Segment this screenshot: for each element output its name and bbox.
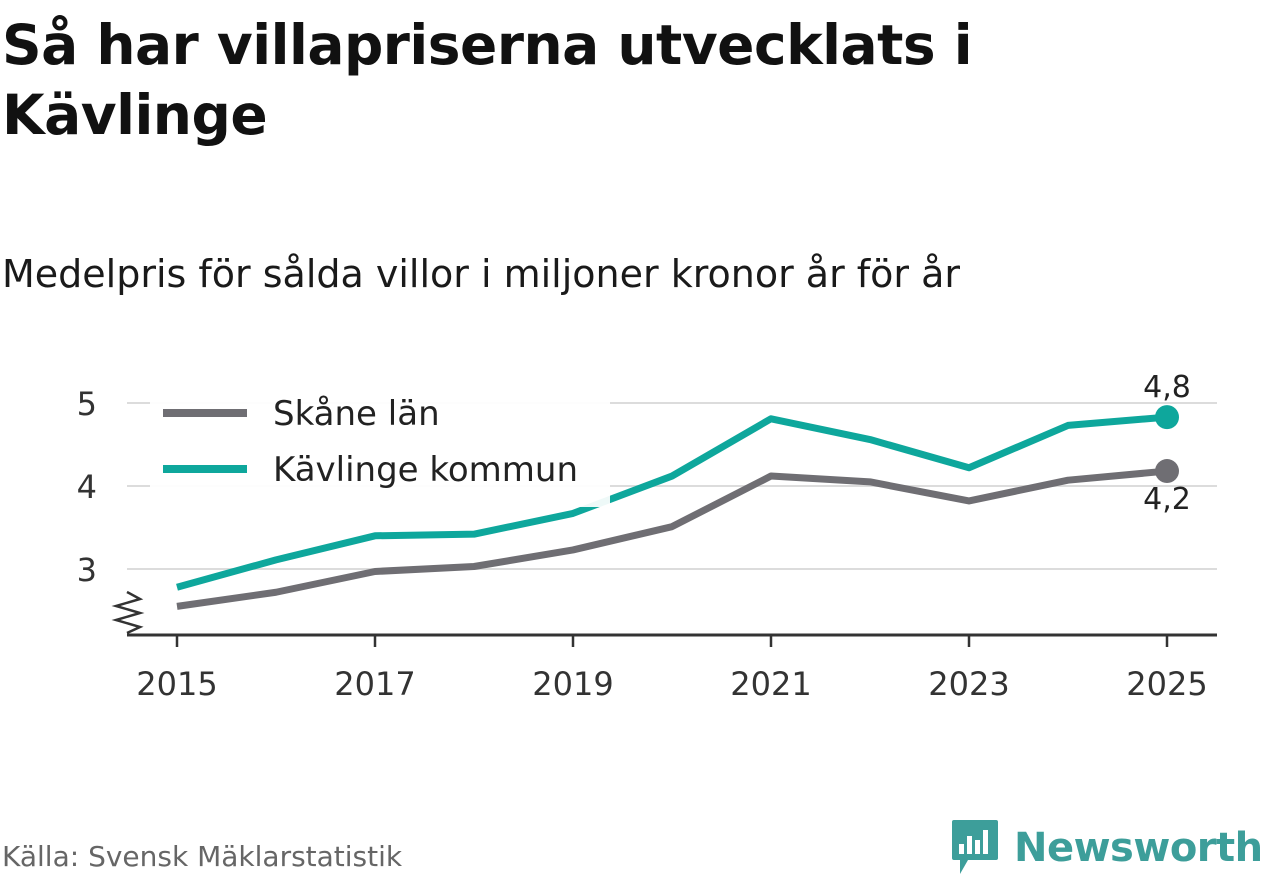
chart-title: Så har villapriserna utvecklats i Kävlin…: [2, 13, 973, 147]
x-tick-label: 2019: [532, 665, 613, 703]
end-label-1: 4,8: [1143, 370, 1191, 405]
series-end-point-1: [1155, 405, 1179, 430]
y-tick-label: 4: [77, 468, 97, 506]
series-line-1: [176, 413, 1168, 591]
logo-text: Newsworthy: [1014, 825, 1262, 871]
x-axis-ticks: 2015 2017 2019 2021 2023 2025: [136, 635, 1208, 703]
series-end-point-0: [1155, 459, 1179, 484]
bar-chart-speech-bubble-icon: [952, 820, 998, 874]
chart-subtitle: Medelpris för sålda villor i miljoner kr…: [2, 252, 961, 296]
source-note: Källa: Svensk Mäklarstatistik: [2, 840, 403, 873]
axes: [111, 590, 1217, 637]
legend-label-0: Skåne län: [273, 394, 440, 434]
axis-break-icon: [111, 590, 145, 635]
x-tick-label: 2023: [928, 665, 1009, 703]
end-labels: 4,2 4,8: [1143, 370, 1191, 517]
x-tick-label: 2015: [136, 665, 217, 703]
x-tick-label: 2017: [334, 665, 415, 703]
series-lines: [176, 405, 1179, 610]
legend-label-1: Kävlinge kommun: [273, 450, 578, 490]
series-line-0: [176, 467, 1168, 610]
y-tick-label: 3: [77, 551, 97, 589]
end-label-0: 4,2: [1143, 482, 1191, 517]
legend: Skåne län Kävlinge kommun: [150, 392, 610, 507]
y-axis-ticks: 3 4 5: [77, 385, 97, 589]
y-tick-label: 5: [77, 385, 97, 423]
x-tick-label: 2025: [1126, 665, 1207, 703]
newsworthy-logo: Newsworthy: [950, 818, 1262, 878]
x-tick-label: 2021: [730, 665, 811, 703]
